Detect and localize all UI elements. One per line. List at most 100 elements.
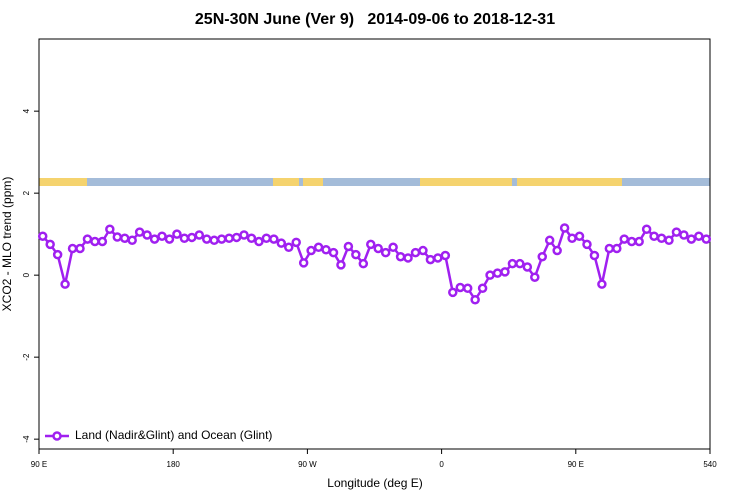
x-tick-label: 90 W bbox=[298, 460, 317, 469]
data-point bbox=[380, 247, 391, 258]
data-point bbox=[45, 239, 55, 250]
legend-marker bbox=[52, 431, 62, 441]
data-point bbox=[522, 262, 533, 272]
data-point bbox=[559, 223, 570, 233]
data-point bbox=[261, 233, 272, 244]
x-tick-label: 90 E bbox=[568, 460, 584, 469]
data-point bbox=[664, 235, 674, 246]
y-axis-label: XCO2 - MLO trend (ppm) bbox=[0, 177, 14, 312]
data-point bbox=[410, 247, 421, 258]
data-point bbox=[701, 234, 712, 244]
y-tick-label: 0 bbox=[22, 272, 31, 277]
legend-label: Land (Nadir&Glint) and Ocean (Glint) bbox=[75, 428, 272, 442]
data-point bbox=[604, 243, 615, 254]
data-point bbox=[649, 231, 659, 241]
series-line bbox=[41, 225, 707, 303]
data-point bbox=[321, 244, 331, 255]
x-tick-label: 90 E bbox=[31, 460, 47, 469]
data-point bbox=[686, 234, 697, 244]
data-point bbox=[75, 243, 85, 254]
data-point bbox=[239, 230, 249, 240]
data-point bbox=[544, 235, 555, 246]
y-tick-label: 2 bbox=[22, 190, 31, 195]
data-point bbox=[671, 227, 682, 237]
data-point bbox=[448, 287, 458, 298]
data-point bbox=[52, 249, 63, 260]
y-tick-label: 4 bbox=[22, 108, 31, 113]
data-point bbox=[142, 230, 152, 240]
data-point bbox=[515, 258, 525, 269]
data-point bbox=[60, 279, 70, 289]
x-axis-label: Longitude (deg E) bbox=[327, 476, 422, 490]
land-band bbox=[303, 178, 323, 186]
plot-frame bbox=[38, 38, 711, 450]
data-point bbox=[507, 258, 518, 269]
ocean-band bbox=[39, 178, 710, 186]
data-point bbox=[366, 239, 376, 250]
data-point bbox=[246, 233, 257, 244]
data-point bbox=[597, 279, 607, 289]
data-point bbox=[619, 234, 630, 244]
data-point bbox=[552, 245, 562, 256]
data-point bbox=[291, 237, 301, 248]
land-band bbox=[273, 178, 299, 186]
data-point bbox=[537, 251, 547, 262]
y-tick-label: -2 bbox=[22, 353, 31, 361]
data-point bbox=[97, 236, 108, 247]
data-point bbox=[254, 236, 264, 247]
data-point bbox=[634, 236, 644, 247]
data-point bbox=[388, 242, 398, 253]
data-point bbox=[313, 242, 324, 253]
data-point bbox=[656, 233, 667, 244]
data-point bbox=[209, 235, 219, 246]
data-point bbox=[187, 232, 197, 243]
x-tick-label: 540 bbox=[703, 460, 717, 469]
data-point bbox=[37, 231, 48, 241]
data-point bbox=[127, 235, 137, 246]
data-point bbox=[112, 232, 123, 242]
land-ocean-strip bbox=[39, 178, 710, 186]
data-point bbox=[336, 260, 346, 270]
data-point bbox=[455, 282, 465, 293]
data-point bbox=[485, 270, 495, 280]
data-point bbox=[343, 241, 354, 252]
data-point bbox=[530, 272, 540, 282]
data-point bbox=[224, 233, 234, 244]
data-point bbox=[395, 251, 406, 262]
data-point bbox=[269, 234, 279, 244]
land-band bbox=[517, 178, 622, 186]
data-point bbox=[403, 253, 413, 263]
land-band bbox=[420, 178, 512, 186]
data-point bbox=[418, 245, 428, 256]
data-point bbox=[500, 267, 510, 277]
x-tick-label: 0 bbox=[439, 460, 444, 469]
data-point bbox=[216, 234, 227, 244]
data-point bbox=[134, 227, 145, 237]
data-point bbox=[149, 234, 160, 244]
data-point bbox=[194, 230, 205, 240]
land-band bbox=[39, 178, 87, 186]
data-point bbox=[462, 283, 473, 294]
data-point bbox=[105, 224, 115, 234]
data-point bbox=[574, 231, 585, 241]
data-point bbox=[119, 233, 130, 244]
data-point bbox=[626, 236, 637, 247]
data-point bbox=[328, 247, 339, 258]
data-point bbox=[351, 249, 361, 260]
data-point bbox=[276, 238, 287, 248]
data-point bbox=[306, 245, 316, 256]
data-point bbox=[157, 231, 167, 241]
data-point bbox=[202, 234, 212, 244]
data-point bbox=[179, 233, 190, 244]
data-point bbox=[231, 232, 242, 243]
data-point bbox=[477, 283, 488, 294]
data-point bbox=[284, 242, 294, 253]
data-point bbox=[358, 258, 369, 269]
data-point bbox=[67, 243, 78, 254]
data-point bbox=[164, 234, 175, 244]
data-point bbox=[90, 236, 100, 247]
y-tick-label: -4 bbox=[22, 435, 31, 443]
data-point bbox=[298, 258, 309, 268]
data-point bbox=[82, 234, 93, 244]
